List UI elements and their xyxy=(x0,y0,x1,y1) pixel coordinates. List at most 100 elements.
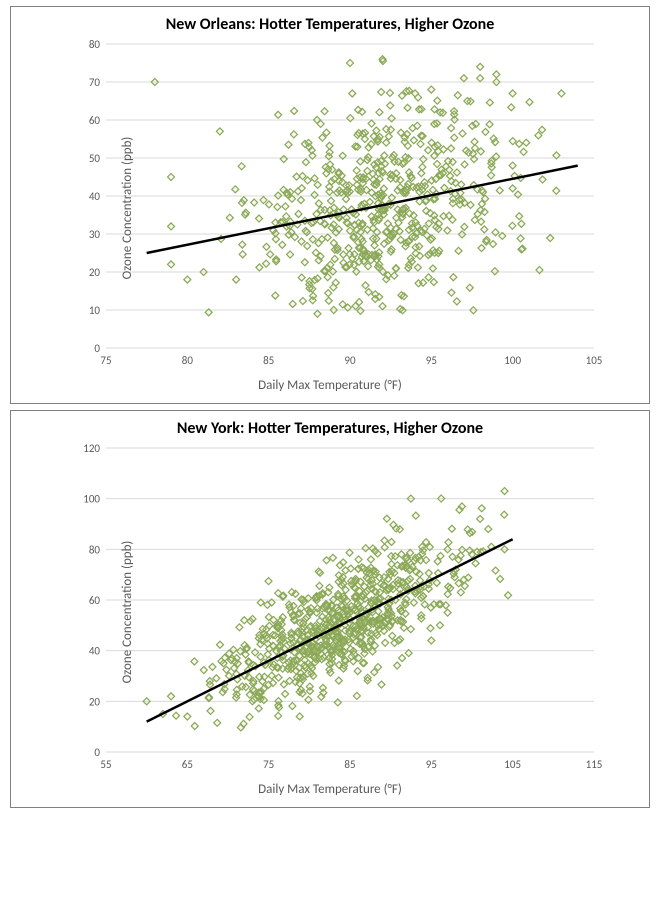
y-tick-label: 80 xyxy=(89,543,101,556)
data-point xyxy=(345,245,352,252)
data-point xyxy=(357,158,364,165)
data-point xyxy=(168,223,175,230)
data-point xyxy=(357,307,364,314)
data-point xyxy=(347,60,354,67)
data-point xyxy=(340,251,347,258)
trend-line xyxy=(147,539,513,721)
data-point xyxy=(368,120,375,127)
data-point xyxy=(486,99,493,106)
data-point xyxy=(433,579,440,586)
data-point xyxy=(461,223,468,230)
data-point xyxy=(399,655,406,662)
y-tick-label: 60 xyxy=(89,594,101,607)
y-tick-label: 10 xyxy=(89,304,101,317)
y-tick-label: 20 xyxy=(89,266,101,279)
data-point xyxy=(445,539,452,546)
x-tick-label: 90 xyxy=(344,354,356,367)
data-point xyxy=(346,227,353,234)
data-point xyxy=(427,625,434,632)
data-point xyxy=(461,161,468,168)
x-tick-label: 105 xyxy=(504,758,521,771)
data-point xyxy=(255,705,262,712)
x-tick-label: 95 xyxy=(426,354,437,367)
data-point xyxy=(381,537,388,544)
data-point xyxy=(353,167,360,174)
data-point xyxy=(425,220,432,227)
data-point xyxy=(472,560,479,567)
data-point xyxy=(362,282,369,289)
data-point xyxy=(499,232,506,239)
x-tick-label: 105 xyxy=(586,354,603,367)
data-point xyxy=(331,255,338,262)
data-point xyxy=(216,128,223,135)
data-point xyxy=(299,173,306,180)
data-point xyxy=(241,617,248,624)
data-point xyxy=(378,88,385,95)
data-point xyxy=(184,713,191,720)
data-point xyxy=(453,169,460,176)
data-point xyxy=(523,139,530,146)
data-point xyxy=(539,176,546,183)
data-point xyxy=(477,63,484,70)
data-point xyxy=(289,703,296,710)
data-point xyxy=(501,546,508,553)
data-point xyxy=(450,274,457,281)
data-point xyxy=(260,197,267,204)
data-point xyxy=(448,145,455,152)
data-point xyxy=(466,284,473,291)
data-point xyxy=(168,261,175,268)
data-point xyxy=(280,156,287,163)
data-point xyxy=(335,677,342,684)
data-point xyxy=(425,147,432,154)
data-point xyxy=(509,185,516,192)
data-point xyxy=(143,698,150,705)
data-point xyxy=(460,75,467,82)
data-point xyxy=(492,229,499,236)
data-point xyxy=(451,134,458,141)
data-point xyxy=(497,575,504,582)
data-point xyxy=(376,109,383,116)
data-point xyxy=(275,111,282,118)
data-point xyxy=(287,251,294,258)
data-point xyxy=(214,719,221,726)
data-point xyxy=(226,214,233,221)
data-point xyxy=(491,268,498,275)
data-point xyxy=(394,662,401,669)
x-axis-label: Daily Max Temperature (°F) xyxy=(11,378,649,403)
x-tick-label: 95 xyxy=(426,758,437,771)
data-point xyxy=(518,220,525,227)
y-tick-label: 40 xyxy=(89,645,101,658)
data-point xyxy=(314,310,321,317)
data-point xyxy=(488,172,495,179)
data-point xyxy=(191,658,198,665)
data-point xyxy=(420,156,427,163)
data-point xyxy=(434,160,441,167)
data-point xyxy=(305,696,312,703)
data-point xyxy=(389,632,396,639)
data-point xyxy=(290,131,297,138)
data-point xyxy=(508,104,515,111)
data-point xyxy=(558,90,565,97)
data-point xyxy=(386,89,393,96)
data-point xyxy=(353,692,360,699)
data-point xyxy=(419,164,426,171)
y-tick-label: 80 xyxy=(89,38,101,51)
data-point xyxy=(496,187,503,194)
data-point xyxy=(553,187,560,194)
data-point xyxy=(275,712,282,719)
data-point xyxy=(263,243,270,250)
data-point xyxy=(417,140,424,147)
data-point xyxy=(535,132,542,139)
data-point xyxy=(328,197,335,204)
data-point xyxy=(295,210,302,217)
data-point xyxy=(444,609,451,616)
data-point xyxy=(354,668,361,675)
data-point xyxy=(388,561,395,568)
data-point xyxy=(509,222,516,229)
data-point xyxy=(246,713,253,720)
data-point xyxy=(251,199,258,206)
data-point xyxy=(410,137,417,144)
data-point xyxy=(296,713,303,720)
data-point xyxy=(387,102,394,109)
data-point xyxy=(429,265,436,272)
